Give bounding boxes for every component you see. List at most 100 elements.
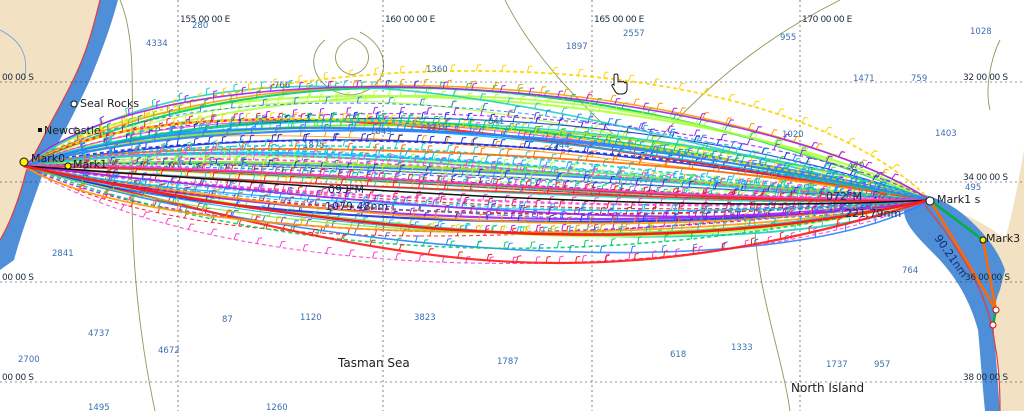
- wind-barb: [428, 124, 435, 131]
- mark3-marker: [979, 236, 987, 244]
- wind-barb: [537, 125, 544, 133]
- wind-barb: [423, 79, 429, 87]
- wind-barb: [173, 117, 178, 125]
- wind-barb: [716, 139, 723, 146]
- wind-barb: [232, 158, 238, 166]
- wind-barb: [340, 200, 346, 207]
- wind-barb: [398, 111, 404, 119]
- wind-barb: [178, 92, 183, 101]
- wind-barb: [303, 163, 310, 171]
- wind-barb: [399, 78, 405, 86]
- wind-barb: [628, 185, 634, 193]
- wind-barb: [322, 113, 328, 121]
- wind-barb: [453, 107, 459, 115]
- wind-barb: [633, 252, 639, 261]
- wind-barb: [615, 197, 621, 205]
- wind-barb: [820, 170, 827, 178]
- wind-barb: [530, 171, 536, 179]
- wind-barb: [541, 164, 548, 172]
- wind-barb: [233, 83, 238, 92]
- wind-barb: [561, 107, 568, 114]
- wind-barb: [267, 159, 274, 167]
- wind-barb: [110, 150, 116, 158]
- wind-barb: [299, 124, 305, 132]
- wind-barb: [316, 138, 323, 146]
- wind-barb: [612, 203, 618, 211]
- wind-barb: [358, 204, 365, 212]
- wind-barb: [294, 142, 300, 150]
- wind-barb: [178, 131, 183, 139]
- lon-label-165: 165 00 00 E: [594, 15, 645, 25]
- wind-barb: [640, 122, 647, 129]
- wind-barb: [298, 74, 303, 83]
- wind-barb: [245, 112, 251, 120]
- wind-barb: [712, 175, 718, 183]
- lat-label-34: 34 00 00 S: [963, 173, 1008, 183]
- wind-barb: [701, 149, 708, 157]
- wind-barb: [315, 189, 322, 197]
- wind-barb: [744, 219, 750, 227]
- wind-barb: [532, 150, 539, 158]
- depth-sounding: 841: [488, 117, 504, 127]
- wind-barb: [753, 189, 759, 197]
- wind-barb: [500, 169, 507, 177]
- wind-barb: [460, 209, 466, 217]
- wind-barb: [885, 193, 891, 201]
- mark1s-marker: [925, 196, 935, 206]
- wind-barb: [883, 179, 891, 186]
- lat-label-32-left: 00 00 S: [2, 73, 34, 83]
- wind-barb: [555, 174, 562, 182]
- wind-barb: [100, 115, 105, 124]
- wind-barb: [764, 152, 771, 159]
- wind-barb: [646, 168, 652, 176]
- mark1-marker: [64, 162, 72, 170]
- wind-barb: [151, 98, 156, 107]
- wind-barb: [214, 189, 221, 196]
- coastal-leg: [981, 239, 998, 311]
- wind-barb: [722, 213, 728, 221]
- wind-barb: [322, 160, 328, 168]
- wind-barb: [101, 128, 106, 137]
- wind-barb: [673, 213, 679, 221]
- wind-barb: [809, 184, 816, 191]
- wind-barb: [712, 221, 718, 229]
- wind-barb: [450, 64, 456, 72]
- wind-barb: [495, 178, 502, 186]
- wind-barb: [577, 136, 584, 144]
- route-track: [23, 85, 931, 201]
- newcastle-marker: [38, 128, 42, 132]
- wind-barb: [542, 131, 548, 139]
- wind-barb: [753, 192, 759, 200]
- wind-barb: [813, 208, 819, 216]
- wind-barb: [375, 111, 381, 119]
- wind-barb: [262, 158, 268, 166]
- wind-barb: [445, 136, 452, 144]
- wind-barb: [846, 189, 852, 197]
- wind-barb: [837, 218, 842, 227]
- wind-barb: [672, 212, 679, 220]
- wind-barb: [682, 187, 689, 195]
- route-track: [23, 165, 931, 234]
- wind-barb: [502, 158, 509, 166]
- wind-barb: [334, 198, 341, 205]
- wind-barb: [121, 116, 126, 125]
- wind-barb: [477, 162, 483, 170]
- wind-barb: [126, 195, 134, 203]
- wind-barb: [801, 190, 807, 198]
- wind-barb: [649, 189, 656, 197]
- wind-barb: [398, 167, 404, 175]
- wind-barb: [456, 156, 462, 163]
- wind-barb: [649, 224, 655, 232]
- wind-barb: [163, 143, 169, 151]
- wind-barb: [230, 164, 237, 172]
- wind-barb: [872, 190, 878, 198]
- wind-barb: [479, 147, 486, 155]
- wind-barb: [485, 210, 491, 218]
- wind-barb: [483, 120, 489, 127]
- wind-barb: [416, 134, 422, 142]
- wind-barb: [210, 189, 217, 197]
- wind-barb: [409, 207, 416, 215]
- wind-barb: [695, 137, 702, 144]
